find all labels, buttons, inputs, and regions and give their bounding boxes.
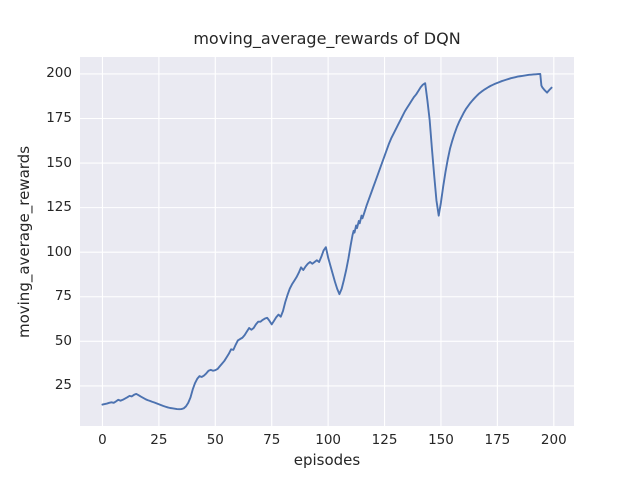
x-tick-label: 175 <box>484 432 511 448</box>
x-tick-label: 100 <box>315 432 342 448</box>
y-tick-label: 200 <box>46 65 72 82</box>
x-tick-label: 125 <box>371 432 398 448</box>
reward-line-series <box>101 72 553 411</box>
x-tick-label: 25 <box>150 432 168 448</box>
plot-area <box>80 57 574 426</box>
y-tick-label: 100 <box>46 243 72 260</box>
x-tick-label: 200 <box>540 432 567 448</box>
y-axis-label: moving_average_rewards <box>15 145 33 339</box>
x-axis-label: episodes <box>293 451 361 469</box>
y-tick-label: 25 <box>54 377 72 394</box>
y-tick-label: 75 <box>54 288 72 305</box>
y-tick-label: 125 <box>46 199 72 216</box>
x-tick-label: 150 <box>428 432 454 448</box>
x-tick-label: 50 <box>206 432 224 448</box>
y-tick-label: 175 <box>46 110 72 126</box>
x-tick-label: 0 <box>98 432 107 448</box>
y-tick-label: 150 <box>46 154 72 171</box>
x-tick-label: 75 <box>263 432 281 448</box>
chart-canvas <box>80 57 574 426</box>
chart-title: moving_average_rewards of DQN <box>193 29 461 48</box>
y-tick-label: 50 <box>54 332 72 349</box>
